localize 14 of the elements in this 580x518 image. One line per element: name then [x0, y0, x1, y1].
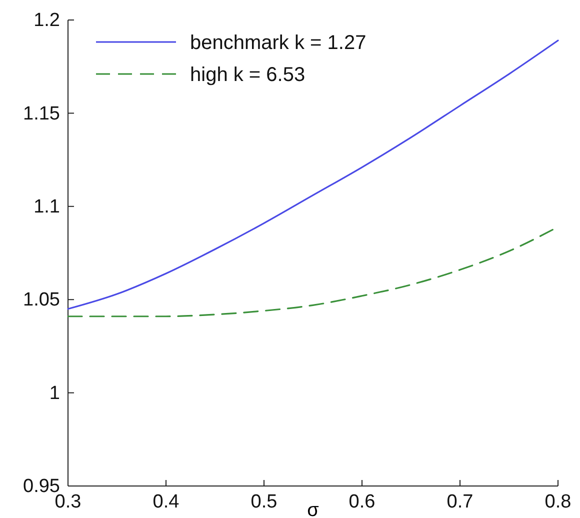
legend-label: high k = 6.53 — [190, 64, 306, 86]
x-axis-title: σ — [307, 500, 320, 518]
x-tick-label: 0.7 — [446, 491, 474, 512]
x-tick-label: 0.3 — [54, 491, 82, 512]
x-tick-label: 0.6 — [348, 491, 376, 512]
y-tick-label: 1.05 — [23, 290, 60, 311]
x-tick-label: 0.5 — [250, 491, 278, 512]
y-tick-label: 1.1 — [34, 196, 60, 218]
y-tick-label: 1.2 — [34, 10, 60, 32]
x-tick-label: 0.4 — [152, 491, 180, 512]
legend-label: benchmark k = 1.27 — [190, 32, 366, 54]
y-tick-label: 1.15 — [23, 103, 60, 124]
x-tick-label: 0.8 — [544, 491, 572, 512]
y-tick-label: 1 — [49, 382, 60, 404]
